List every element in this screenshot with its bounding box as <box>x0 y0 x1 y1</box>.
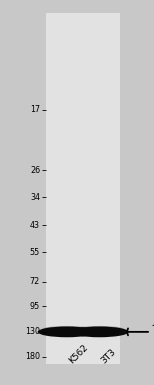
Text: 55: 55 <box>30 248 40 257</box>
Text: K562: K562 <box>67 343 89 366</box>
Ellipse shape <box>85 330 114 334</box>
Text: 34: 34 <box>30 192 40 202</box>
Ellipse shape <box>52 330 81 334</box>
Text: 180: 180 <box>25 352 40 362</box>
Text: 43: 43 <box>30 221 40 230</box>
Text: 95: 95 <box>30 301 40 311</box>
Ellipse shape <box>38 326 96 337</box>
Text: 3T3: 3T3 <box>99 347 118 366</box>
Text: 72: 72 <box>30 277 40 286</box>
Ellipse shape <box>45 329 89 335</box>
Text: 17: 17 <box>30 105 40 114</box>
Text: JAK2: JAK2 <box>152 316 154 326</box>
Ellipse shape <box>70 326 129 337</box>
Text: 26: 26 <box>30 166 40 175</box>
Bar <box>46 13 120 364</box>
Ellipse shape <box>77 329 121 335</box>
Text: 130: 130 <box>25 327 40 336</box>
Ellipse shape <box>43 326 90 331</box>
Ellipse shape <box>76 326 123 331</box>
